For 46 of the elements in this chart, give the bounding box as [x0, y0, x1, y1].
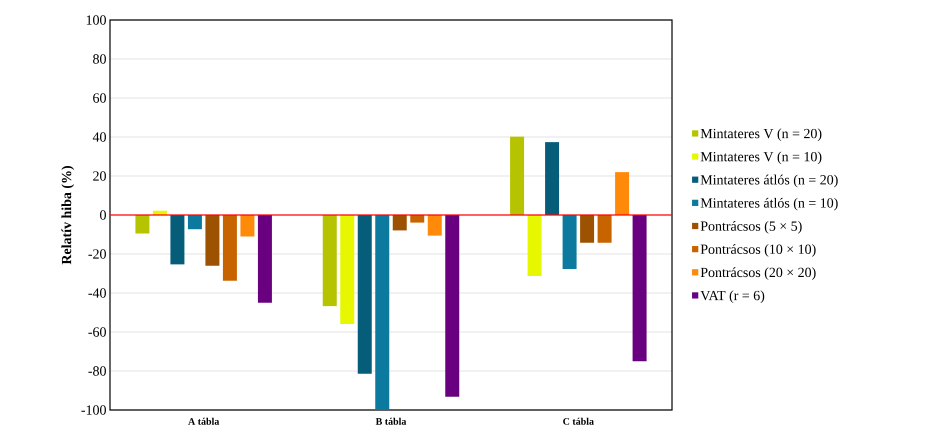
legend-label: Pontrácsos (5 × 5) [700, 220, 802, 234]
bar [510, 136, 524, 215]
legend-label: Mintateres átlós (n = 10) [700, 198, 838, 210]
bar [445, 214, 460, 397]
y-tick-label: -60 [88, 327, 106, 337]
bar [545, 142, 560, 215]
legend-label: VAT (r = 6) [700, 290, 764, 304]
y-tick-label: 0 [100, 210, 106, 220]
y-tick-label: 100 [86, 15, 106, 25]
y-tick-label: 20 [93, 171, 106, 181]
legend-label: Mintateres V (n = 20) [700, 128, 822, 142]
y-tick-label: 40 [92, 132, 106, 142]
bar [598, 214, 612, 243]
bar [392, 214, 407, 230]
y-tick-label: -40 [88, 288, 106, 298]
bar [205, 214, 220, 266]
bar [170, 214, 184, 264]
bar [528, 214, 542, 276]
x-tick-label: A tábla [188, 418, 220, 425]
y-tick-label: 80 [93, 54, 106, 64]
bar [410, 214, 424, 223]
bar [562, 214, 577, 270]
x-tick-label: B tábla [376, 418, 406, 425]
bar [135, 214, 150, 234]
bar [615, 172, 630, 215]
legend-label: Mintateres V (n = 10) [700, 152, 822, 164]
bar [358, 214, 372, 374]
x-tick-label: C tábla [563, 418, 594, 425]
bar [322, 214, 337, 306]
y-tick-label: -80 [88, 366, 106, 376]
bar [222, 214, 237, 281]
legend-label: Pontrácsos (10 × 10) [700, 244, 816, 257]
bar [375, 214, 390, 410]
bar [632, 214, 647, 362]
y-axis-title: Relatív hiba (%) [61, 166, 74, 264]
legend-label: Mintateres átlós (n = 20) [700, 174, 838, 188]
bar [240, 214, 254, 236]
bar [188, 214, 202, 230]
bar [340, 214, 354, 324]
y-tick-label: -100 [81, 405, 106, 415]
bar [258, 214, 272, 303]
y-tick-label: -20 [88, 249, 106, 259]
legend-label: Pontrácsos (20 × 20) [700, 267, 816, 280]
y-tick-label: 60 [93, 93, 106, 103]
bar [428, 214, 442, 236]
bar [580, 214, 594, 243]
